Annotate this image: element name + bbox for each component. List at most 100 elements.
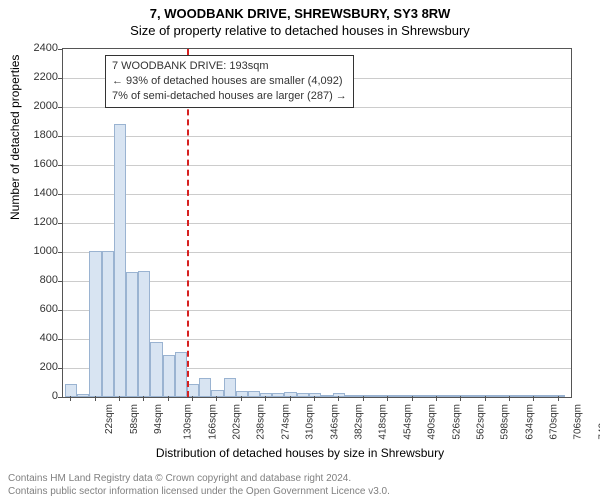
ytick-mark (58, 107, 63, 108)
ytick-label: 1000 (18, 245, 58, 257)
histogram-bar (236, 391, 248, 397)
xtick-label: 418sqm (378, 404, 389, 440)
xtick-mark (95, 396, 96, 401)
ytick-mark (58, 194, 63, 195)
xtick-label: 598sqm (500, 404, 511, 440)
ytick-label: 2400 (18, 42, 58, 54)
xtick-label: 454sqm (402, 404, 413, 440)
histogram-bar (492, 395, 504, 397)
gridline (63, 252, 571, 253)
histogram-bar (516, 395, 528, 397)
xtick-label: 238sqm (256, 404, 267, 440)
xtick-mark (241, 396, 242, 401)
histogram-bar (297, 393, 309, 397)
histogram-bar (65, 384, 77, 397)
histogram-bar (150, 342, 162, 397)
chart-container: 7, WOODBANK DRIVE, SHREWSBURY, SY3 8RW S… (0, 0, 600, 500)
gridline (63, 136, 571, 137)
histogram-bar (541, 395, 553, 397)
histogram-bar (309, 393, 321, 397)
annotation-line-2: ← 93% of detached houses are smaller (4,… (112, 74, 347, 89)
histogram-bar (443, 395, 455, 397)
histogram-bar (284, 392, 296, 397)
ytick-mark (58, 339, 63, 340)
xtick-mark (533, 396, 534, 401)
xtick-label: 526sqm (451, 404, 462, 440)
histogram-bar (77, 394, 89, 397)
xtick-label: 310sqm (305, 404, 316, 440)
annotation-line-3: 7% of semi-detached houses are larger (2… (112, 89, 347, 104)
ytick-mark (58, 281, 63, 282)
ytick-mark (58, 397, 63, 398)
xtick-mark (143, 396, 144, 401)
xtick-label: 634sqm (524, 404, 535, 440)
xtick-mark (119, 396, 120, 401)
ytick-label: 400 (18, 332, 58, 344)
histogram-bar (455, 395, 467, 397)
histogram-bar (126, 272, 138, 397)
footer-line-1: Contains HM Land Registry data © Crown c… (8, 473, 390, 486)
histogram-bar (272, 393, 284, 397)
ytick-label: 1400 (18, 187, 58, 199)
histogram-bar (248, 391, 260, 397)
gridline (63, 165, 571, 166)
ytick-label: 1800 (18, 129, 58, 141)
xtick-mark (265, 396, 266, 401)
chart-title-2: Size of property relative to detached ho… (0, 21, 600, 38)
ytick-label: 1200 (18, 216, 58, 228)
xtick-label: 562sqm (475, 404, 486, 440)
ytick-mark (58, 368, 63, 369)
histogram-bar (431, 395, 443, 397)
xtick-label: 130sqm (183, 404, 194, 440)
histogram-bar (175, 352, 187, 397)
ytick-label: 600 (18, 303, 58, 315)
xtick-label: 490sqm (427, 404, 438, 440)
histogram-bar (419, 395, 431, 397)
histogram-bar (480, 395, 492, 397)
ytick-label: 2000 (18, 100, 58, 112)
ytick-mark (58, 310, 63, 311)
gridline (63, 194, 571, 195)
xtick-label: 706sqm (573, 404, 584, 440)
gridline (63, 223, 571, 224)
histogram-bar (199, 378, 211, 397)
histogram-bar (333, 393, 345, 397)
histogram-bar (163, 355, 175, 397)
xtick-mark (387, 396, 388, 401)
ytick-label: 1600 (18, 158, 58, 170)
xtick-label: 670sqm (549, 404, 560, 440)
plot-area: 7 WOODBANK DRIVE: 193sqm ← 93% of detach… (62, 48, 572, 398)
xtick-mark (436, 396, 437, 401)
histogram-bar (370, 395, 382, 397)
histogram-bar (504, 395, 516, 397)
histogram-bar (321, 395, 333, 397)
ytick-mark (58, 165, 63, 166)
xtick-label: 202sqm (232, 404, 243, 440)
xtick-mark (509, 396, 510, 401)
x-axis-label: Distribution of detached houses by size … (0, 446, 600, 460)
annotation-box: 7 WOODBANK DRIVE: 193sqm ← 93% of detach… (105, 55, 354, 108)
histogram-bar (406, 395, 418, 397)
ytick-label: 0 (18, 390, 58, 402)
histogram-bar (345, 395, 357, 397)
histogram-bar (553, 395, 565, 397)
histogram-bar (260, 393, 272, 397)
xtick-label: 382sqm (354, 404, 365, 440)
histogram-bar (138, 271, 150, 397)
ytick-label: 2200 (18, 71, 58, 83)
xtick-mark (290, 396, 291, 401)
ytick-mark (58, 78, 63, 79)
histogram-bar (394, 395, 406, 397)
chart-title-1: 7, WOODBANK DRIVE, SHREWSBURY, SY3 8RW (0, 0, 600, 21)
xtick-mark (314, 396, 315, 401)
ytick-label: 200 (18, 361, 58, 373)
xtick-mark (192, 396, 193, 401)
xtick-label: 58sqm (129, 404, 140, 434)
histogram-bar (114, 124, 126, 397)
histogram-bar (467, 395, 479, 397)
xtick-mark (168, 396, 169, 401)
xtick-mark (558, 396, 559, 401)
xtick-label: 274sqm (280, 404, 291, 440)
xtick-label: 94sqm (153, 404, 164, 434)
footer-text: Contains HM Land Registry data © Crown c… (8, 473, 390, 498)
